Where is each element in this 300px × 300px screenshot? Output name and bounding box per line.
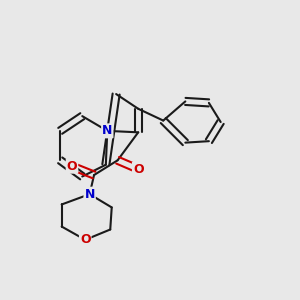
Text: N: N — [102, 124, 112, 137]
Text: O: O — [67, 160, 77, 173]
Text: O: O — [80, 233, 91, 246]
Text: N: N — [85, 188, 95, 201]
Text: O: O — [133, 163, 143, 176]
